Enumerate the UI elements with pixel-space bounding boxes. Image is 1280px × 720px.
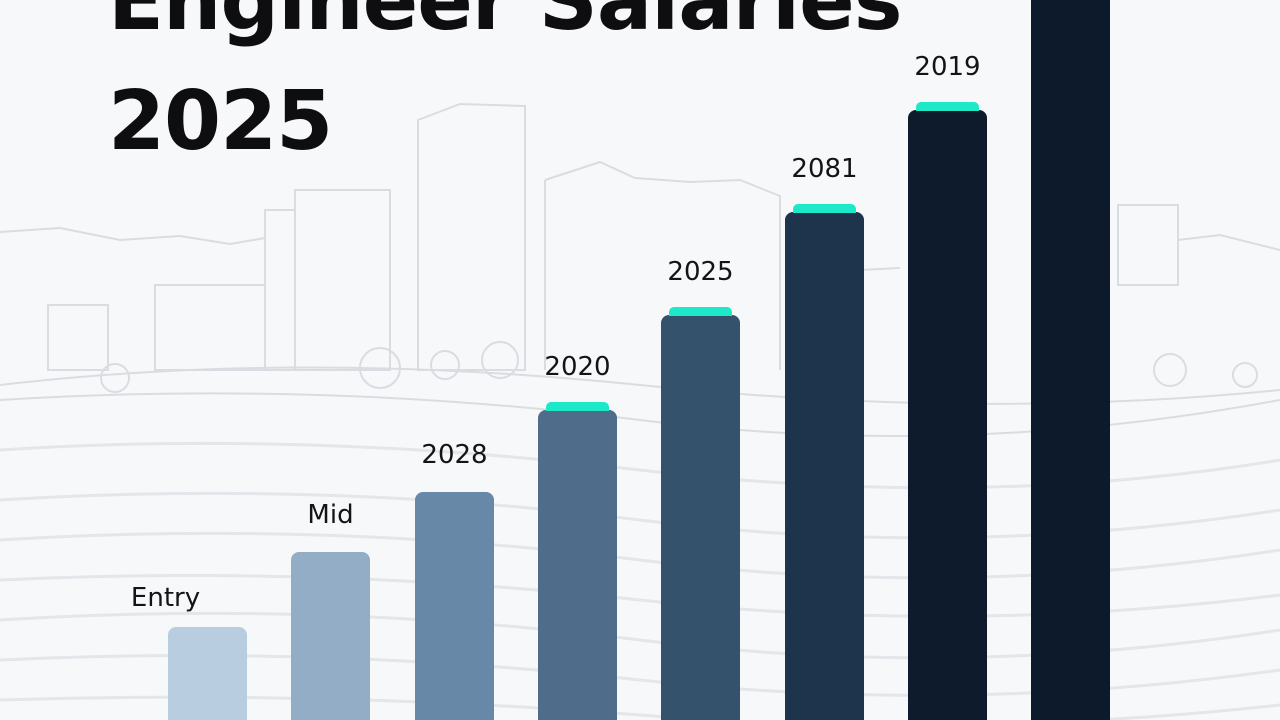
bar-3	[415, 492, 494, 720]
bar-label: 2081	[791, 154, 858, 184]
bar-6	[785, 212, 864, 720]
bar-label: 2028	[421, 440, 488, 470]
bar-2	[291, 552, 370, 720]
bar-accent-cap	[793, 204, 856, 213]
bar-5	[661, 315, 740, 720]
bar-label: Mid	[307, 500, 354, 530]
bar-accent-cap	[546, 402, 609, 411]
bar-7	[908, 110, 987, 720]
title-line-2: 2025	[108, 74, 333, 169]
title-line-1: Engineer Salaries	[108, 0, 903, 49]
bar-1	[168, 627, 247, 720]
bar-label: 2019	[914, 52, 981, 82]
bar-accent-cap	[916, 102, 979, 111]
bar-8	[1031, 0, 1110, 720]
bar-label: Entry	[130, 583, 201, 613]
bar-label: 2020	[544, 352, 611, 382]
bar-4	[538, 410, 617, 720]
chart-title: Engineer Salaries 2025	[108, 0, 903, 182]
bar-label: 2025	[667, 257, 734, 287]
bar-accent-cap	[669, 307, 732, 316]
